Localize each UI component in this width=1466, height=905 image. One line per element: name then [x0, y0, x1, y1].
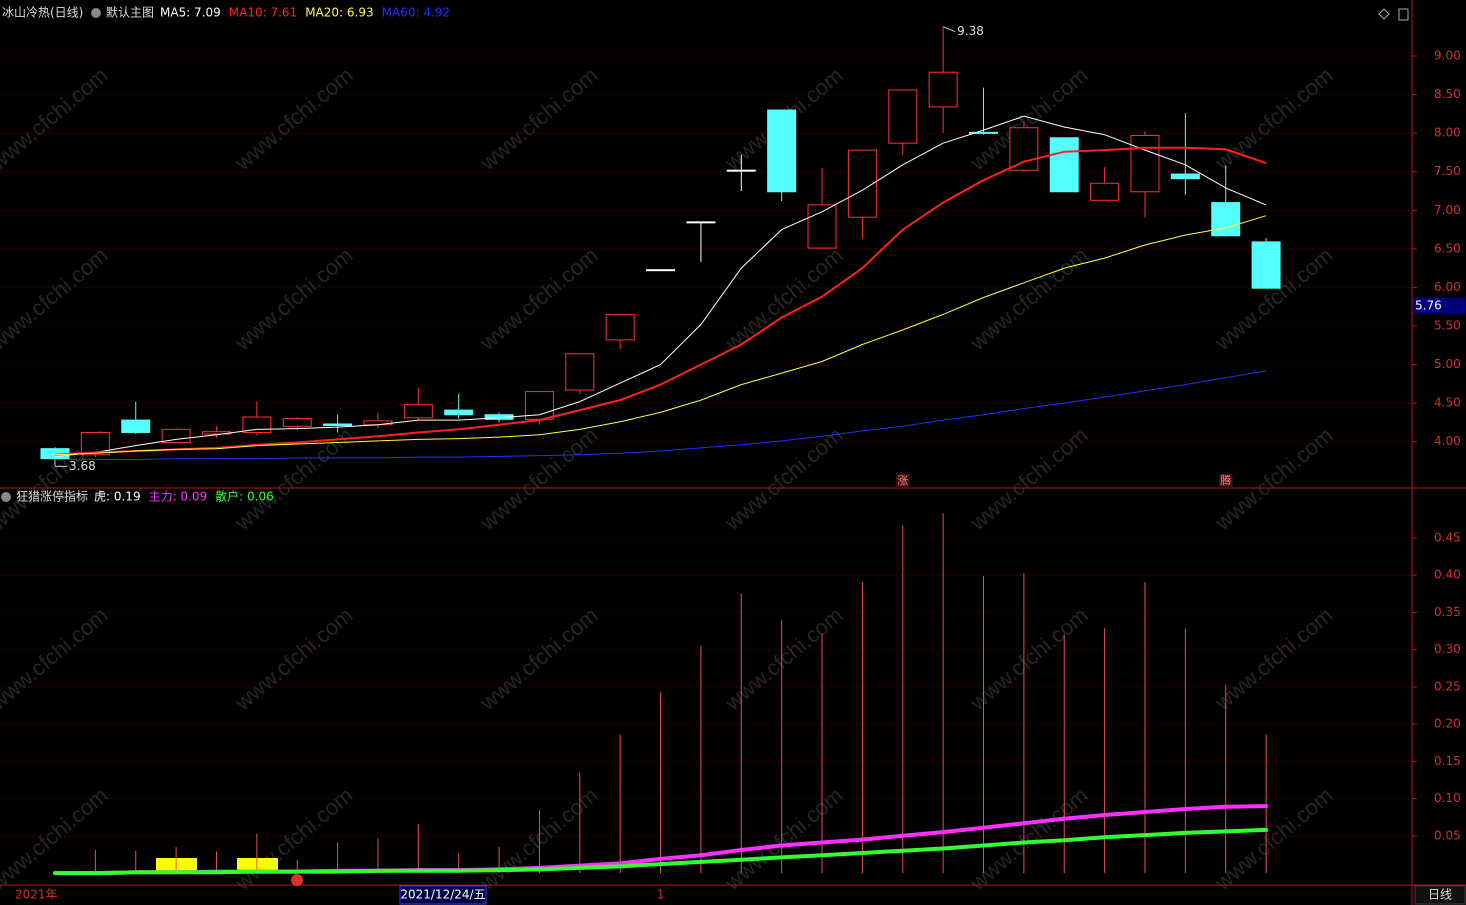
candle-body: [80, 431, 110, 456]
ma-line: [54, 215, 1267, 456]
cursor-date: 2021/12/24/五: [400, 888, 485, 902]
candle-body: [847, 149, 877, 218]
candle-body: [403, 404, 433, 419]
year-label: 2021年: [15, 888, 58, 902]
signal-box: [237, 858, 278, 873]
low-label: 3.68: [69, 459, 96, 473]
indicator-title: 狂猎涨停指标: [16, 489, 88, 504]
cursor-date-box: [399, 885, 487, 905]
menu-icon[interactable]: [91, 8, 101, 18]
y-tick-label: 8.50: [1434, 87, 1461, 101]
candle-body: [1211, 202, 1241, 237]
period-label[interactable]: 日线: [1428, 888, 1452, 902]
signal-marker: [1218, 474, 1233, 488]
price-tag: [1413, 297, 1465, 314]
y-tick-label: 5.50: [1434, 319, 1461, 333]
y-tick-label: 0.10: [1434, 791, 1461, 805]
high-pointer: [942, 26, 956, 33]
signal-icon: [291, 874, 303, 886]
candle-body: [242, 416, 272, 433]
legend-entry: MA10: 7.61: [229, 6, 297, 20]
y-tick-label: 0.40: [1434, 568, 1461, 582]
legend-entry: 虎: 0.19: [94, 490, 141, 504]
candle-body: [1009, 127, 1039, 171]
legend-entry: MA20: 6.93: [305, 6, 373, 20]
y-tick-label: 0.45: [1434, 530, 1461, 544]
y-tick-label: 0.05: [1434, 828, 1461, 842]
candle-body: [928, 71, 958, 108]
candle-body: [282, 418, 312, 427]
candle-body: [1251, 241, 1281, 289]
candle-body: [444, 409, 474, 416]
price-tag-label: 5.76: [1415, 298, 1442, 312]
y-tick-label: 0.35: [1434, 605, 1461, 619]
candle-body: [1090, 182, 1120, 201]
candle-body: [1170, 173, 1200, 180]
candle-body: [323, 423, 353, 427]
candle-body: [646, 269, 676, 272]
ma-line: [54, 115, 1267, 457]
candle-body: [565, 353, 595, 391]
ma-line: [55, 370, 1267, 460]
period-box[interactable]: [1414, 885, 1466, 905]
ma-line: [54, 146, 1267, 456]
high-label: 9.38: [957, 24, 984, 38]
legend-entry: 散户: 0.06: [215, 489, 274, 504]
chart-title: 冰山冷热(日线): [2, 6, 83, 20]
candle-body: [888, 89, 918, 144]
signal-marker: [895, 474, 910, 488]
legend-entry: 主力: 0.09: [149, 490, 208, 504]
candle-body: [767, 109, 797, 193]
signal-label: 腾: [1220, 473, 1231, 487]
candle-body: [686, 221, 716, 224]
y-tick-label: 6.00: [1434, 280, 1461, 294]
x-tick-label: 1: [657, 888, 665, 902]
y-tick-label: 0.25: [1434, 679, 1461, 693]
signal-label: 涨: [897, 474, 908, 487]
y-tick-label: 0.15: [1434, 754, 1461, 768]
candle-body: [161, 428, 191, 443]
legend-entry: MA5: 7.09: [160, 6, 221, 20]
y-tick-label: 8.00: [1434, 126, 1461, 140]
candle-body: [363, 420, 393, 426]
y-tick-label: 4.50: [1434, 396, 1461, 410]
menu-icon[interactable]: [1, 492, 11, 502]
candle-body: [969, 131, 999, 134]
window-icon[interactable]: [1398, 8, 1409, 21]
y-tick-label: 0.30: [1434, 642, 1461, 656]
legend-entry: MA60: 4.92: [382, 6, 450, 20]
candle-body: [605, 313, 635, 341]
diamond-icon[interactable]: [1378, 8, 1390, 20]
candle-body: [807, 204, 837, 249]
candle-body: [726, 169, 756, 172]
y-tick-label: 4.00: [1434, 434, 1461, 448]
y-tick-label: 7.50: [1434, 164, 1461, 178]
y-tick-label: 5.00: [1434, 357, 1461, 371]
y-tick-label: 7.00: [1434, 203, 1461, 217]
candle-body: [121, 419, 151, 433]
y-tick-label: 6.50: [1434, 241, 1461, 255]
indicator-line: [53, 827, 1269, 876]
candle-body: [1130, 134, 1160, 193]
y-tick-label: 0.20: [1434, 717, 1461, 731]
chart-subtitle: 默认主图: [106, 5, 154, 20]
y-tick-label: 9.00: [1434, 49, 1461, 63]
candle-body: [1049, 137, 1079, 193]
